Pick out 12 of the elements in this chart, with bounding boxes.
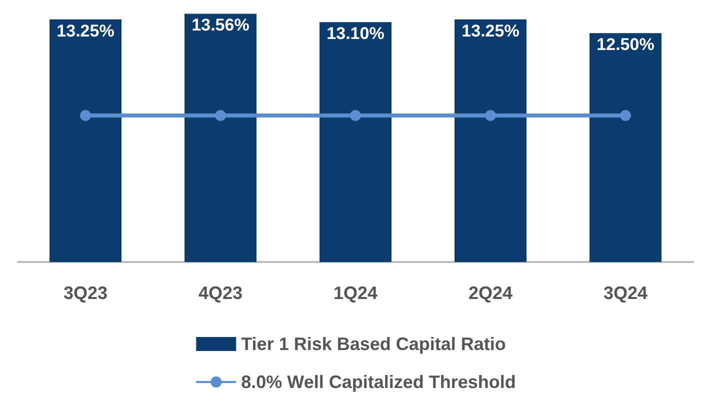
x-tick-label: 4Q23	[198, 283, 243, 303]
x-tick-label: 2Q24	[468, 283, 513, 303]
data-label: 12.50%	[596, 35, 654, 54]
x-tick-label: 1Q24	[333, 283, 378, 303]
x-tick-label: 3Q24	[603, 283, 648, 303]
legend-label: 8.0% Well Capitalized Threshold	[241, 372, 516, 392]
data-label: 13.56%	[192, 16, 250, 35]
legend-label: Tier 1 Risk Based Capital Ratio	[241, 334, 506, 354]
x-tick-label: 3Q23	[63, 283, 108, 303]
data-label: 13.25%	[56, 21, 114, 40]
data-label: 13.25%	[462, 21, 520, 40]
data-label: 13.10%	[326, 24, 384, 44]
